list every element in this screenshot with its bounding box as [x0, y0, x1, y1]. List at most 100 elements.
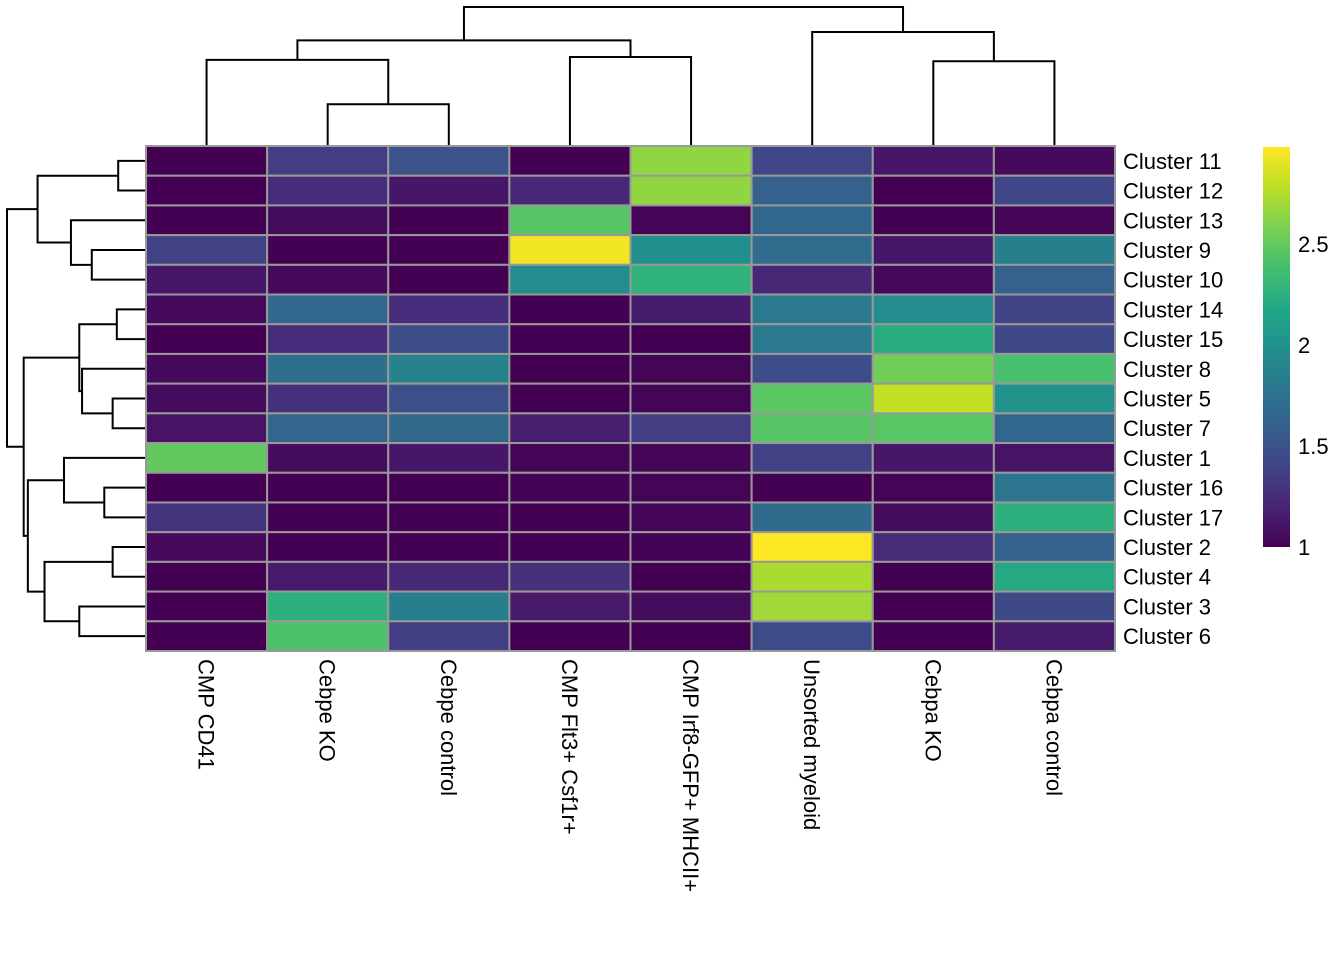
heatmap-cell	[750, 501, 874, 534]
row-label: Cluster 14	[1123, 297, 1223, 322]
heatmap-cell	[145, 352, 269, 385]
row-label: Cluster 3	[1123, 594, 1211, 619]
heatmap-cell	[629, 501, 753, 534]
row-label: Cluster 4	[1123, 565, 1211, 590]
heatmap-cell	[145, 263, 269, 296]
row-label: Cluster 16	[1123, 476, 1223, 501]
heatmap-cell	[145, 531, 269, 563]
heatmap-cell	[629, 323, 753, 355]
heatmap-cell	[266, 501, 390, 534]
heatmap-cell	[387, 204, 511, 237]
heatmap-cell	[629, 234, 753, 266]
heatmap-cell	[387, 263, 511, 296]
heatmap-cell	[992, 204, 1116, 237]
heatmap-cell	[387, 590, 511, 623]
heatmap-cell	[871, 174, 995, 207]
heatmap-cell	[508, 323, 632, 355]
heatmap-cell	[750, 352, 874, 385]
heatmap-cell	[508, 263, 632, 296]
heatmap-cell	[145, 501, 269, 534]
heatmap-cell	[387, 145, 511, 177]
heatmap-cell	[266, 174, 390, 207]
dendrogram-branch	[26, 479, 64, 593]
heatmap-cell	[629, 145, 753, 177]
heatmap-cell	[992, 293, 1116, 326]
heatmap-cell	[145, 174, 269, 207]
heatmap-cell	[387, 323, 511, 355]
heatmap-cell	[145, 590, 269, 623]
heatmap-cell	[508, 234, 632, 266]
column-label: CMP Irf8-GFP+ MHCII+	[678, 659, 703, 892]
heatmap-cell	[750, 145, 874, 177]
heatmap-cell	[871, 590, 995, 623]
heatmap-cell	[387, 620, 511, 653]
heatmap-cell	[992, 442, 1116, 474]
heatmap-cell	[750, 204, 874, 237]
heatmap-cell	[508, 501, 632, 534]
heatmap-cell	[266, 531, 390, 563]
heatmap-cell	[871, 442, 995, 474]
heatmap-cell	[992, 145, 1116, 177]
heatmap-cell	[871, 352, 995, 385]
heatmap-cell	[992, 323, 1116, 355]
heatmap-cell	[750, 323, 874, 355]
heatmap-cell	[992, 560, 1116, 593]
heatmap-cell	[871, 412, 995, 445]
row-label: Cluster 13	[1123, 208, 1223, 233]
heatmap-cell	[508, 412, 632, 445]
heatmap-cell	[871, 471, 995, 504]
heatmap-cell	[750, 590, 874, 623]
heatmap-cell	[750, 234, 874, 266]
dendrogram-branch	[568, 56, 693, 146]
heatmap-cell	[992, 590, 1116, 623]
dendrogram-branch	[36, 174, 119, 244]
heatmap-cell	[266, 293, 390, 326]
heatmap-cell	[750, 174, 874, 207]
heatmap-cell	[629, 293, 753, 326]
dendrogram-branch	[811, 31, 995, 146]
row-label: Cluster 8	[1123, 357, 1211, 382]
row-label: Cluster 17	[1123, 505, 1223, 530]
heatmap-cell	[750, 293, 874, 326]
heatmap-cell	[508, 174, 632, 207]
heatmap-cell	[508, 590, 632, 623]
column-label: CMP Flt3+ Csf1r+	[557, 659, 582, 835]
dendrogram-branch	[462, 6, 905, 41]
heatmap-cell	[387, 501, 511, 534]
column-dendrogram	[205, 6, 1056, 146]
heatmap-cell	[750, 382, 874, 415]
row-label: Cluster 5	[1123, 387, 1211, 412]
dendrogram-branch	[326, 103, 450, 146]
dendrogram-branch	[115, 308, 146, 341]
heatmap-cell	[629, 412, 753, 445]
column-label: Cebpe control	[436, 659, 461, 796]
heatmap-cell	[145, 323, 269, 355]
heatmap-cell	[266, 352, 390, 385]
heatmap-cell	[629, 352, 753, 385]
heatmap-cell	[145, 234, 269, 266]
colorbar-tick-label: 1.5	[1298, 434, 1329, 459]
heatmap-cell	[871, 620, 995, 653]
row-dendrogram	[6, 159, 146, 638]
dendrogram-branch	[81, 367, 146, 415]
dendrogram-branch	[111, 397, 146, 430]
heatmap-cell	[629, 531, 753, 563]
heatmap-cell	[145, 145, 269, 177]
colorbar-tick-label: 1	[1298, 535, 1310, 560]
heatmap-cell	[387, 531, 511, 563]
heatmap-cell	[145, 204, 269, 237]
column-label: CMP CD41	[194, 659, 219, 770]
heatmap-cell	[871, 145, 995, 177]
row-label: Cluster 15	[1123, 327, 1223, 352]
heatmap-cell	[266, 620, 390, 653]
heatmap-cell	[508, 620, 632, 653]
heatmap-cell	[508, 531, 632, 563]
column-label: Cebpa KO	[920, 659, 945, 762]
heatmap-cell	[750, 531, 874, 563]
heatmap-cell	[992, 352, 1116, 385]
heatmap-cell	[629, 560, 753, 593]
heatmap-cell	[266, 590, 390, 623]
heatmap-cell	[266, 442, 390, 474]
heatmap-cell	[992, 501, 1116, 534]
